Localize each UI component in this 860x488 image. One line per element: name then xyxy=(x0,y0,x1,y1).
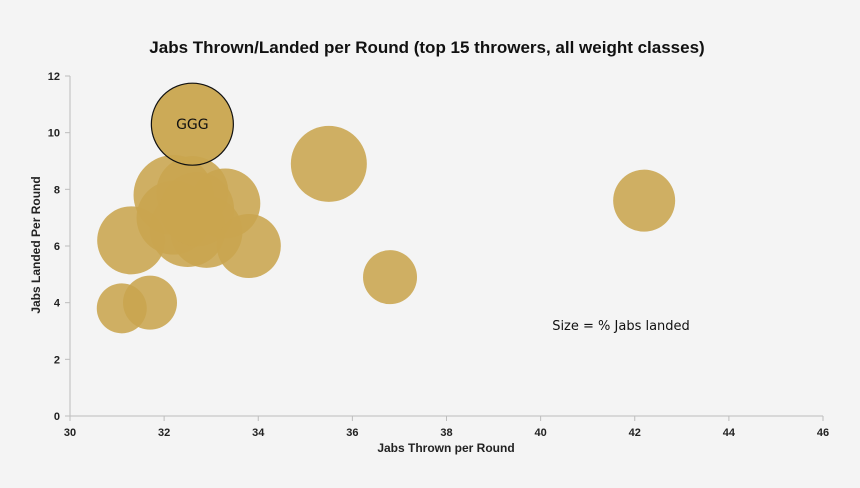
y-tick-label: 2 xyxy=(54,354,60,366)
size-annotation: Size = % Jabs landed xyxy=(552,319,690,334)
x-tick-label: 30 xyxy=(64,427,76,439)
x-tick-label: 32 xyxy=(158,427,170,439)
x-tick-label: 34 xyxy=(252,427,265,439)
chart-title: Jabs Thrown/Landed per Round (top 15 thr… xyxy=(149,38,704,57)
x-tick-label: 40 xyxy=(535,427,547,439)
bubble-ggg xyxy=(150,82,234,166)
bubble-point xyxy=(363,250,418,305)
y-axis-title: Jabs Landed Per Round xyxy=(29,176,43,313)
bubble-layer: GGG xyxy=(96,82,676,334)
x-tick-label: 46 xyxy=(817,427,829,439)
bubble-point xyxy=(216,214,281,278)
y-tick-label: 4 xyxy=(54,298,61,310)
x-tick-label: 38 xyxy=(440,427,452,439)
bubble-point xyxy=(290,125,367,202)
x-axis-title: Jabs Thrown per Round xyxy=(377,441,514,455)
bubble-data-label: GGG xyxy=(176,117,209,133)
bubble-point xyxy=(160,172,235,247)
x-axis-ticks: 30 32 34 36 38 40 42 44 46 xyxy=(64,416,829,439)
y-tick-label: 8 xyxy=(54,184,60,196)
y-tick-label: 10 xyxy=(48,128,60,140)
x-tick-label: 42 xyxy=(629,427,641,439)
x-tick-label: 36 xyxy=(346,427,358,439)
x-tick-label: 44 xyxy=(723,427,736,439)
y-tick-label: 12 xyxy=(48,71,60,83)
y-tick-label: 0 xyxy=(54,411,60,423)
bubble-point xyxy=(613,169,676,232)
y-tick-label: 6 xyxy=(54,241,60,253)
bubble-point xyxy=(123,275,178,330)
y-axis-ticks: 0 2 4 6 8 10 12 xyxy=(48,71,70,423)
